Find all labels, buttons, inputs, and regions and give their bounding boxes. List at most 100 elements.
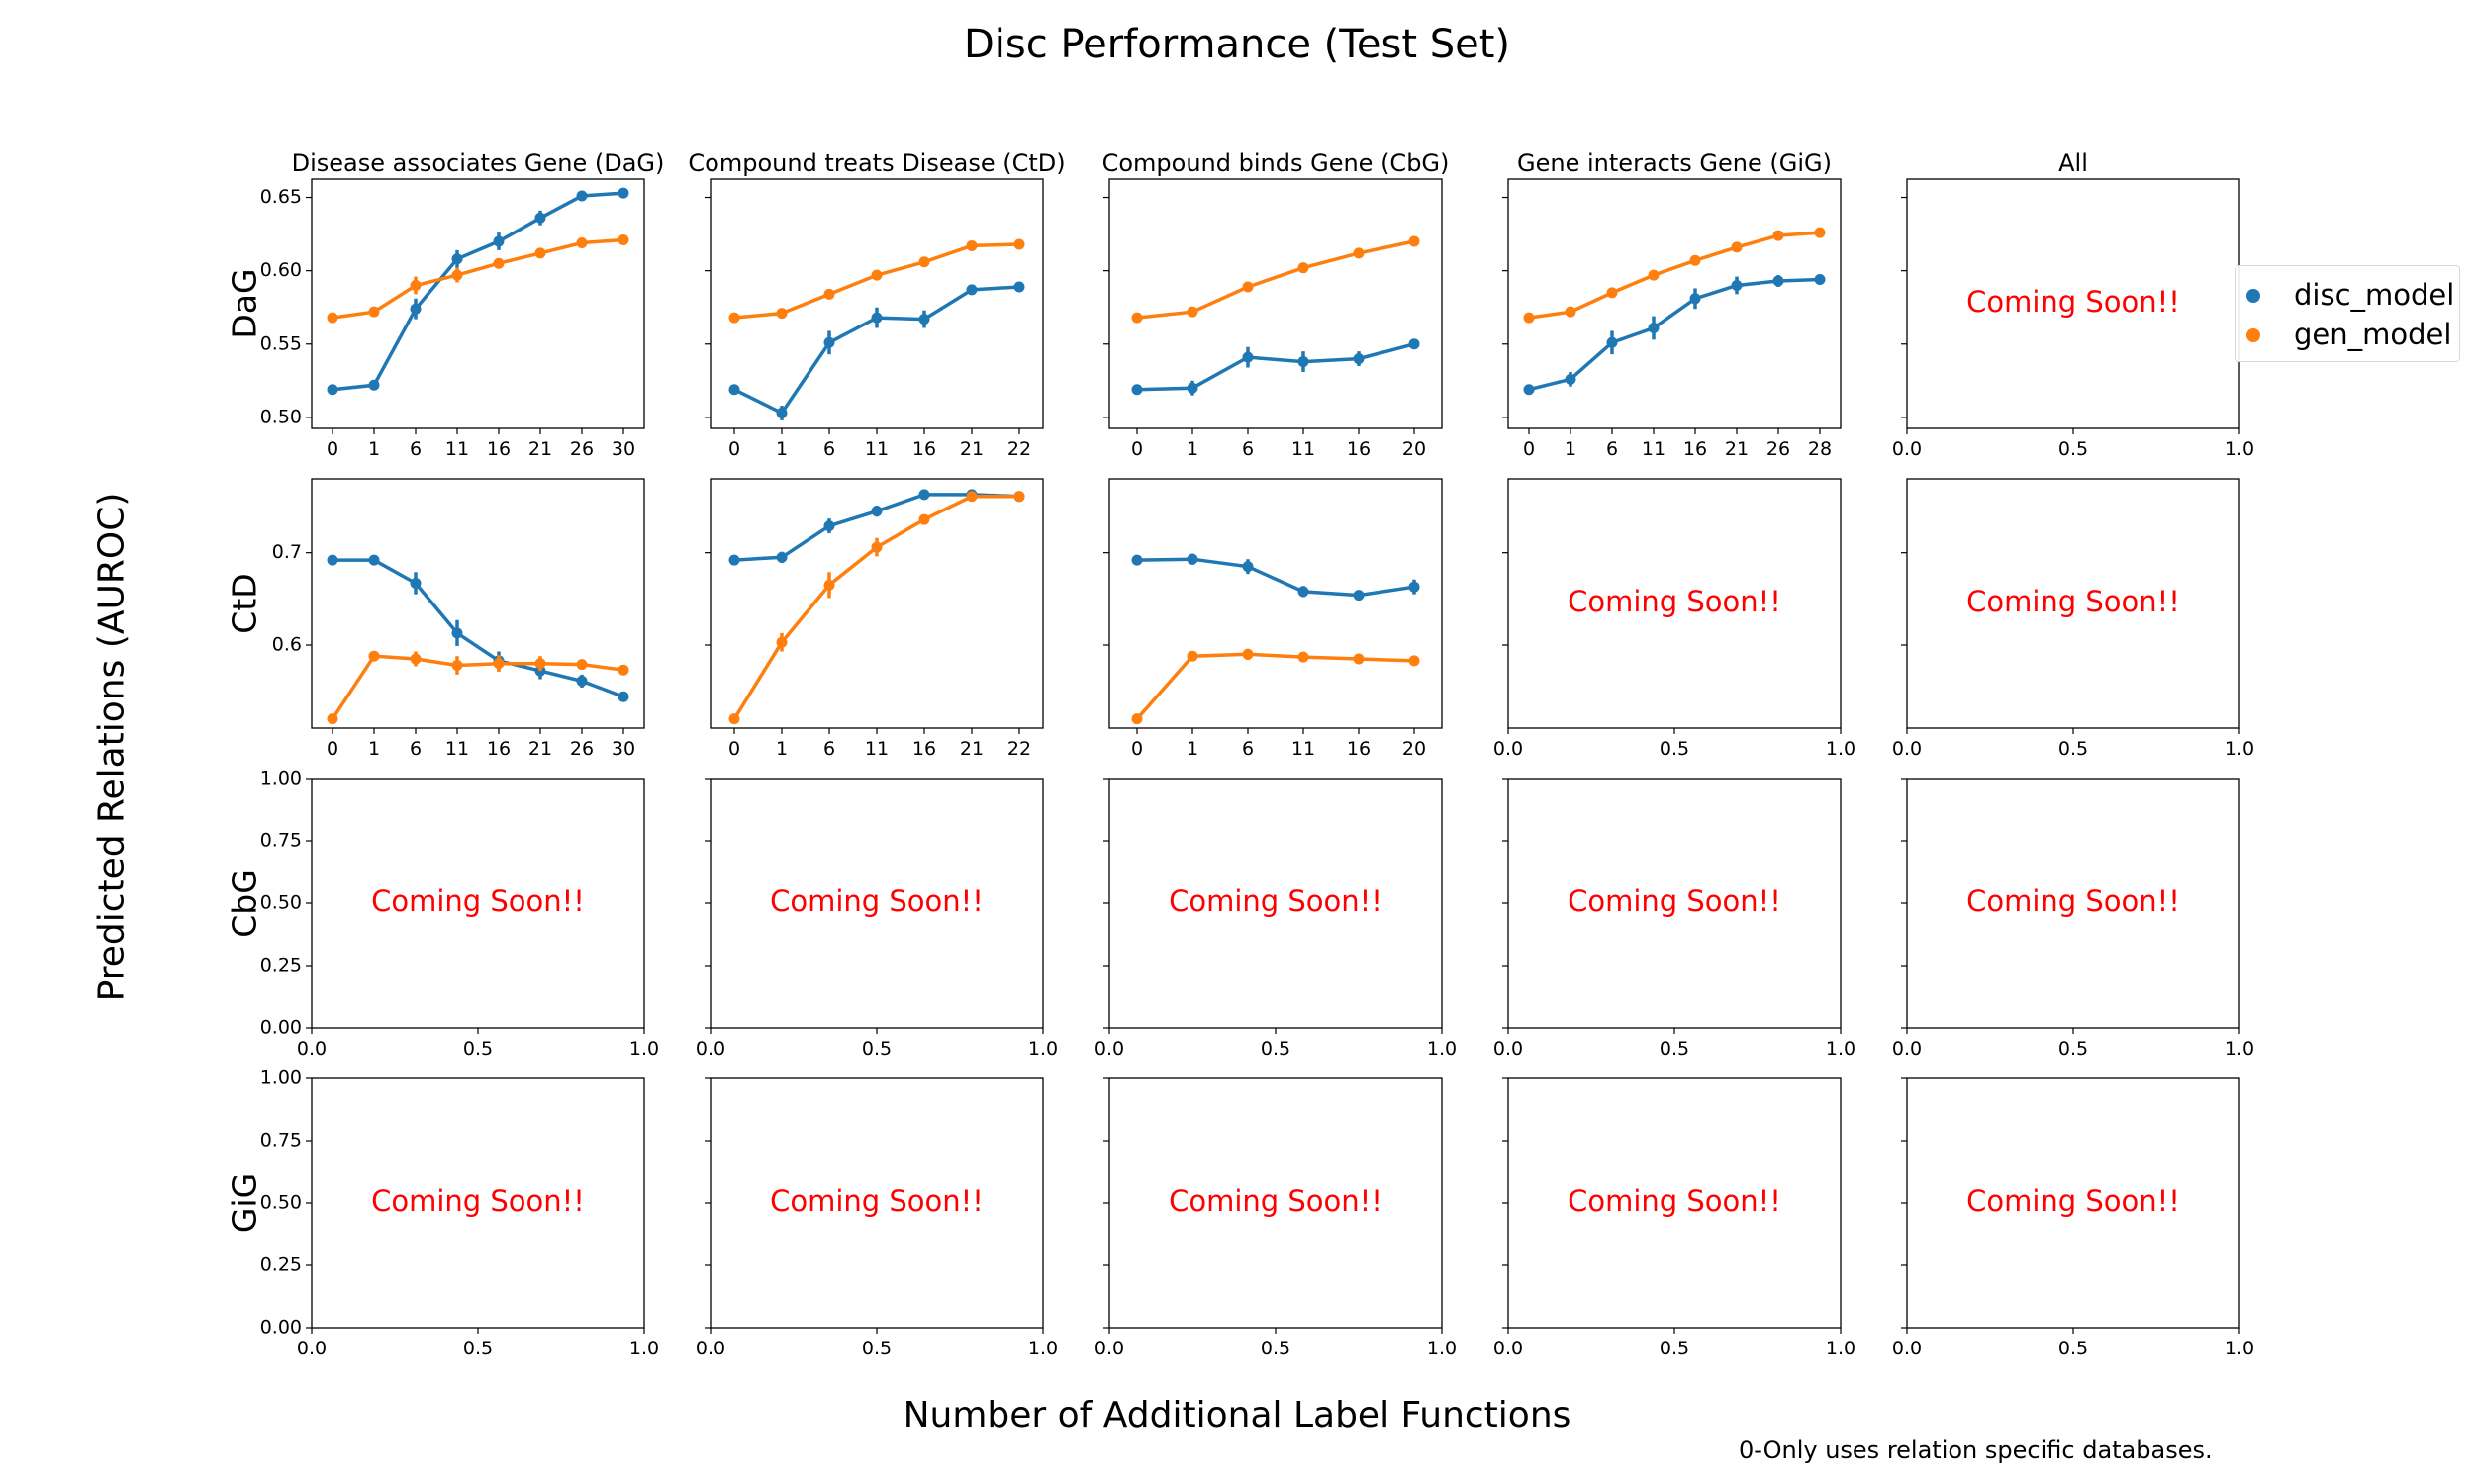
series-line-gen-model [1136, 239, 1415, 320]
x-tick-label: 1.0 [1427, 1038, 1457, 1060]
x-tick-label: 0.5 [862, 1338, 892, 1359]
figure-x-axis-label: Number of Additional Label Functions [903, 1395, 1571, 1436]
data-point-disc-model [728, 554, 740, 566]
x-tick-label: 0 [728, 738, 740, 760]
series-line-disc-model [1136, 342, 1415, 392]
x-tick-label: 0.0 [1493, 1038, 1523, 1060]
x-tick-label: 0.0 [1892, 1038, 1922, 1060]
y-tick-label: 1.00 [260, 768, 302, 789]
subplot-r2-c3: 0.0 0.5 1.0 Coming Soon!! [1493, 778, 1856, 1060]
data-point-gen-model [1013, 238, 1025, 250]
x-tick-label: 6 [410, 738, 422, 760]
data-point-disc-model [1131, 554, 1143, 566]
subplot-frame [1108, 178, 1443, 429]
data-point-gen-model [1131, 713, 1143, 725]
x-tick-label: 1.0 [629, 1038, 659, 1060]
subplot-r2-c0: CbG 0.00 0.25 0.50 0.75 1.00 0.0 0.5 1.0 Coming S… [226, 768, 660, 1061]
data-point-disc-model [493, 235, 505, 247]
data-point-gen-model [1689, 254, 1701, 266]
x-tick-label: 21 [960, 738, 984, 760]
data-point-disc-model [1565, 373, 1576, 385]
x-tick-label: 0.5 [1261, 1338, 1290, 1359]
data-point-disc-model [534, 212, 546, 224]
x-tick-label: 22 [1007, 438, 1031, 460]
x-tick-label: 16 [487, 438, 511, 460]
x-tick-label: 16 [1347, 438, 1371, 460]
x-tick-label: 1 [1187, 438, 1198, 460]
column-title: Disease associates Gene (DaG) [292, 149, 665, 177]
x-tick-label: 21 [528, 738, 552, 760]
data-point-disc-model [368, 554, 380, 566]
x-tick-label: 11 [445, 738, 469, 760]
y-tick-label: 0.55 [260, 332, 302, 354]
data-point-gen-model [368, 650, 380, 662]
data-point-disc-model [410, 303, 422, 315]
x-tick-label: 0.5 [2058, 738, 2088, 760]
data-point-disc-model [1187, 382, 1198, 394]
data-point-disc-model [823, 520, 835, 532]
data-point-disc-model [618, 691, 629, 702]
x-tick-label: 21 [528, 438, 552, 460]
series-line-gen-model [331, 654, 624, 720]
x-tick-label: 0.5 [2058, 438, 2088, 460]
subplot-frame [311, 478, 645, 729]
data-point-gen-model [1523, 312, 1535, 324]
x-tick-label: 1.0 [1826, 1338, 1856, 1359]
data-point-gen-model [871, 541, 883, 553]
subplot-r1-c3: 0.0 0.5 1.0 Coming Soon!! [1493, 478, 1856, 760]
data-point-disc-model [776, 551, 788, 563]
subplot-r3-c2: 0.0 0.5 1.0 Coming Soon!! [1094, 1077, 1457, 1359]
subplot-r2-c4: 0.0 0.5 1.0 Coming Soon!! [1892, 778, 2254, 1060]
figure-title: Disc Performance (Test Set) [963, 22, 1511, 67]
coming-soon-label: Coming Soon!! [371, 1184, 585, 1218]
y-tick-label: 0.00 [260, 1017, 302, 1039]
x-tick-label: 1.0 [1826, 1038, 1856, 1060]
x-tick-label: 1 [1187, 738, 1198, 760]
x-tick-label: 0 [1131, 738, 1143, 760]
x-tick-label: 16 [1683, 438, 1707, 460]
x-tick-label: 0.0 [1892, 438, 1922, 460]
y-tick-label: 0.25 [260, 955, 302, 976]
data-point-disc-model [871, 312, 883, 324]
y-tick-label: 0.75 [260, 1130, 302, 1152]
x-tick-label: 1.0 [2225, 438, 2254, 460]
data-point-gen-model [534, 658, 546, 670]
x-tick-label: 30 [612, 738, 635, 760]
subplot-r3-c3: 0.0 0.5 1.0 Coming Soon!! [1493, 1077, 1856, 1359]
data-point-disc-model [576, 675, 588, 687]
data-point-disc-model [918, 314, 930, 325]
x-tick-label: 0.0 [297, 1038, 327, 1060]
series-line-gen-model [732, 494, 1019, 720]
subplot-frame [710, 178, 1044, 429]
series-line-disc-model [1136, 557, 1415, 598]
x-tick-label: 0.5 [2058, 1338, 2088, 1359]
legend: disc_model gen_model [2235, 265, 2460, 362]
data-point-gen-model [918, 256, 930, 268]
x-tick-label: 16 [487, 738, 511, 760]
data-point-gen-model [1565, 306, 1576, 318]
x-tick-label: 0.5 [1660, 1338, 1689, 1359]
data-point-gen-model [368, 306, 380, 318]
data-point-gen-model [1772, 230, 1784, 241]
data-point-disc-model [1523, 384, 1535, 396]
data-point-gen-model [823, 288, 835, 300]
series-line-gen-model [1528, 231, 1821, 320]
data-point-gen-model [1297, 651, 1309, 663]
x-tick-label: 0.0 [1493, 1338, 1523, 1359]
x-tick-label: 21 [960, 438, 984, 460]
coming-soon-label: Coming Soon!! [371, 884, 585, 918]
x-tick-label: 0.5 [1261, 1038, 1290, 1060]
y-tick-label: 1.00 [260, 1067, 302, 1089]
data-point-disc-model [451, 253, 463, 265]
legend-item-disc-model: disc_model [2236, 276, 2459, 316]
column-title: Gene interacts Gene (GiG) [1517, 149, 1832, 177]
data-point-disc-model [1731, 279, 1743, 291]
series-line-disc-model [333, 558, 624, 698]
data-point-gen-model [1131, 312, 1143, 324]
coming-soon-label: Coming Soon!! [1169, 1184, 1382, 1218]
x-tick-label: 0 [1131, 438, 1143, 460]
x-tick-label: 6 [1242, 738, 1254, 760]
x-tick-label: 26 [570, 438, 594, 460]
row-label: CtD [226, 573, 264, 633]
